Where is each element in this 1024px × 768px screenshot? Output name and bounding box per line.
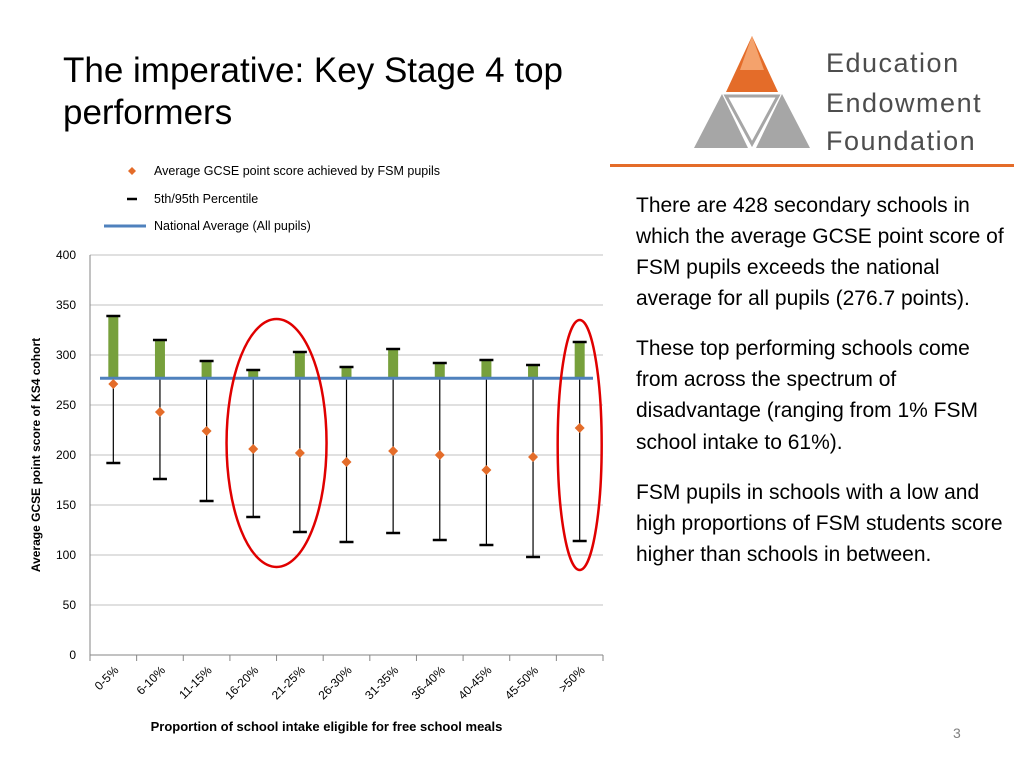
x-tick-label: 26-30%: [315, 663, 354, 702]
highlight-ellipse-16-25: [225, 317, 328, 569]
y-tick-label: 400: [56, 248, 76, 262]
above-average-bar: [481, 360, 492, 379]
above-average-bar: [434, 363, 445, 379]
y-tick-label: 0: [69, 648, 76, 662]
logo-top-triangle-highlight: [740, 36, 764, 70]
slide-title: The imperative: Key Stage 4 top performe…: [63, 51, 563, 132]
fsm-average-point: [341, 457, 352, 467]
logo-bottom-middle-triangle: [723, 94, 781, 148]
above-average-bar: [108, 316, 119, 379]
logo-bottom-right-triangle: [756, 94, 810, 148]
paragraph-428-schools: There are 428 secondary schools in which…: [636, 194, 1004, 311]
y-tick-label: 350: [56, 298, 76, 312]
y-axis-label: Average GCSE point score of KS4 cohort: [29, 338, 43, 572]
fsm-average-point: [294, 448, 305, 458]
fsm-average-point: [574, 423, 585, 433]
fsm-average-point: [201, 426, 212, 436]
fsm-average-point: [248, 444, 259, 454]
logo-word-foundation: Foundation: [826, 126, 977, 156]
fsm-average-point: [434, 450, 445, 460]
x-tick-label: >50%: [556, 663, 588, 695]
y-tick-label: 100: [56, 548, 76, 562]
logo-word-endowment: Endowment: [826, 88, 983, 118]
y-tick-label: 200: [56, 448, 76, 462]
legend-label: National Average (All pupils): [154, 219, 311, 233]
eef-logo: Education Endowment Foundation: [690, 30, 1010, 160]
highlight-ellipse-over-50: [556, 318, 603, 572]
y-tick-label: 150: [56, 498, 76, 512]
x-tick-label: 40-45%: [455, 663, 494, 702]
x-tick-label: 16-20%: [222, 663, 261, 702]
fsm-average-point: [528, 452, 539, 462]
above-average-bar: [294, 352, 305, 379]
above-average-bar: [528, 365, 539, 379]
above-average-bar: [248, 370, 259, 379]
above-average-bar: [341, 367, 352, 379]
x-tick-label: 6-10%: [134, 663, 169, 698]
logo-word-education: Education: [826, 48, 960, 78]
x-tick-label: 45-50%: [502, 663, 541, 702]
y-tick-label: 50: [63, 598, 77, 612]
fsm-average-point: [154, 407, 165, 417]
page-number: 3: [953, 725, 961, 741]
above-average-bar: [574, 342, 585, 379]
above-average-bar: [388, 349, 399, 379]
x-tick-label: 21-25%: [269, 663, 308, 702]
gcse-chart: 0 50 100 150 200 250 300 350 400 0-5% 6-10% 11-15% 1…: [29, 164, 604, 734]
paragraph-spectrum: These top performing schools come from a…: [636, 337, 978, 454]
above-average-bar: [154, 340, 165, 379]
x-tick-label: 11-15%: [176, 663, 215, 702]
legend-label: Average GCSE point score achieved by FSM…: [154, 164, 440, 178]
logo-bottom-left-triangle: [694, 94, 748, 148]
header-divider: [610, 164, 1014, 167]
y-tick-label: 250: [56, 398, 76, 412]
x-tick-label: 0-5%: [92, 663, 122, 693]
paragraph-low-high: FSM pupils in schools with a low and hig…: [636, 480, 1003, 566]
y-tick-label: 300: [56, 348, 76, 362]
body-text: There are 428 secondary schools in which…: [636, 190, 1016, 589]
fsm-average-point: [388, 446, 399, 456]
fsm-average-point: [108, 379, 119, 389]
legend-label: 5th/95th Percentile: [154, 192, 258, 206]
above-average-bar: [201, 361, 212, 379]
x-tick-label: 31-35%: [362, 663, 401, 702]
logo-triangle-icon: [694, 36, 810, 148]
legend-diamond-icon: [128, 167, 136, 175]
x-axis-label: Proportion of school intake eligible for…: [151, 719, 503, 734]
x-tick-label: 36-40%: [409, 663, 448, 702]
fsm-average-point: [481, 465, 492, 475]
